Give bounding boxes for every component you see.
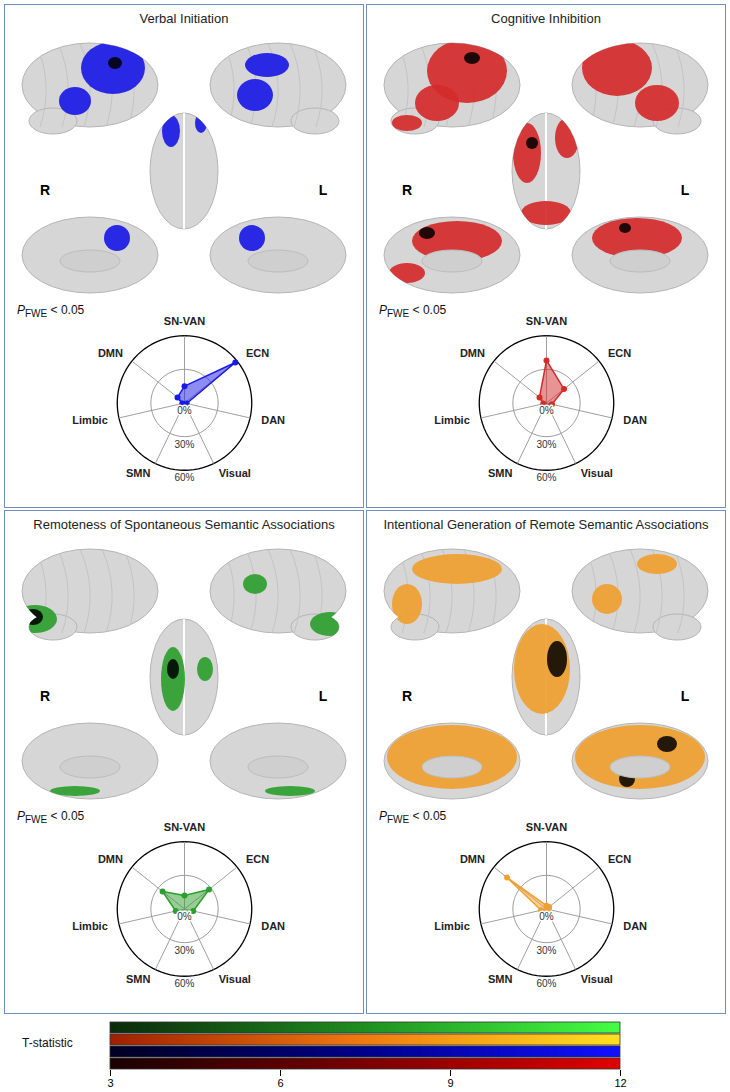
svg-text:DMN: DMN <box>460 853 485 865</box>
svg-text:Visual: Visual <box>581 467 613 479</box>
svg-text:SN-VAN: SN-VAN <box>164 821 205 833</box>
svg-text:ECN: ECN <box>246 853 269 865</box>
svg-text:30%: 30% <box>174 945 194 956</box>
svg-text:SN-VAN: SN-VAN <box>164 315 205 327</box>
svg-text:0%: 0% <box>177 405 192 416</box>
svg-text:SMN: SMN <box>488 973 513 985</box>
html-text:Cognitive Inhibition: Cognitive Inhibition <box>491 11 601 26</box>
html-text:PFWE< 0.05: PFWE< 0.05 <box>17 303 85 320</box>
svg-text:60%: 60% <box>174 978 194 989</box>
svg-text:Limbic: Limbic <box>434 414 469 426</box>
svg-text:DAN: DAN <box>261 920 285 932</box>
svg-text:DMN: DMN <box>98 853 123 865</box>
svg-text:DAN: DAN <box>623 414 647 426</box>
svg-text:L: L <box>681 688 690 704</box>
svg-text:SN-VAN: SN-VAN <box>526 315 567 327</box>
svg-text:0%: 0% <box>177 911 192 922</box>
svg-text:R: R <box>402 182 412 198</box>
svg-text:0%: 0% <box>539 911 554 922</box>
svg-text:60%: 60% <box>174 472 194 483</box>
svg-text:Limbic: Limbic <box>72 920 107 932</box>
svg-text:R: R <box>402 688 412 704</box>
svg-text:0%: 0% <box>539 405 554 416</box>
svg-text:L: L <box>319 688 328 704</box>
svg-text:SMN: SMN <box>126 467 151 479</box>
html-text:PFWE< 0.05: PFWE< 0.05 <box>379 809 447 826</box>
svg-text:12: 12 <box>614 1077 626 1089</box>
svg-text:Limbic: Limbic <box>72 414 107 426</box>
svg-text:DMN: DMN <box>98 347 123 359</box>
svg-text:ECN: ECN <box>246 347 269 359</box>
html-text:PFWE< 0.05: PFWE< 0.05 <box>379 303 447 320</box>
svg-text:DMN: DMN <box>460 347 485 359</box>
svg-text:L: L <box>681 182 690 198</box>
svg-text:30%: 30% <box>536 439 556 450</box>
svg-text:DAN: DAN <box>623 920 647 932</box>
svg-text:R: R <box>40 688 50 704</box>
svg-text:30%: 30% <box>174 439 194 450</box>
html-text:PFWE< 0.05: PFWE< 0.05 <box>17 809 85 826</box>
svg-text:Limbic: Limbic <box>434 920 469 932</box>
svg-text:ECN: ECN <box>608 347 631 359</box>
svg-text:R: R <box>40 182 50 198</box>
svg-text:SN-VAN: SN-VAN <box>526 821 567 833</box>
html-text:Verbal Initiation: Verbal Initiation <box>139 11 229 26</box>
svg-text:30%: 30% <box>536 945 556 956</box>
svg-text:L: L <box>319 182 328 198</box>
svg-text:9: 9 <box>447 1077 453 1089</box>
html-text:T-statistic: T-statistic <box>22 1036 73 1050</box>
svg-text:Visual: Visual <box>581 973 613 985</box>
html-text:Remoteness of Spontaneous Sema: Remoteness of Spontaneous Semantic Assoc… <box>33 517 335 532</box>
html-text:Intentional Generation of Remo: Intentional Generation of Remote Semanti… <box>383 517 709 532</box>
svg-text:SMN: SMN <box>126 973 151 985</box>
svg-text:Visual: Visual <box>219 467 251 479</box>
svg-text:DAN: DAN <box>261 414 285 426</box>
svg-text:3: 3 <box>107 1077 113 1089</box>
svg-text:ECN: ECN <box>608 853 631 865</box>
svg-text:Visual: Visual <box>219 973 251 985</box>
svg-text:60%: 60% <box>536 978 556 989</box>
svg-text:SMN: SMN <box>488 467 513 479</box>
svg-text:6: 6 <box>277 1077 283 1089</box>
svg-text:60%: 60% <box>536 472 556 483</box>
